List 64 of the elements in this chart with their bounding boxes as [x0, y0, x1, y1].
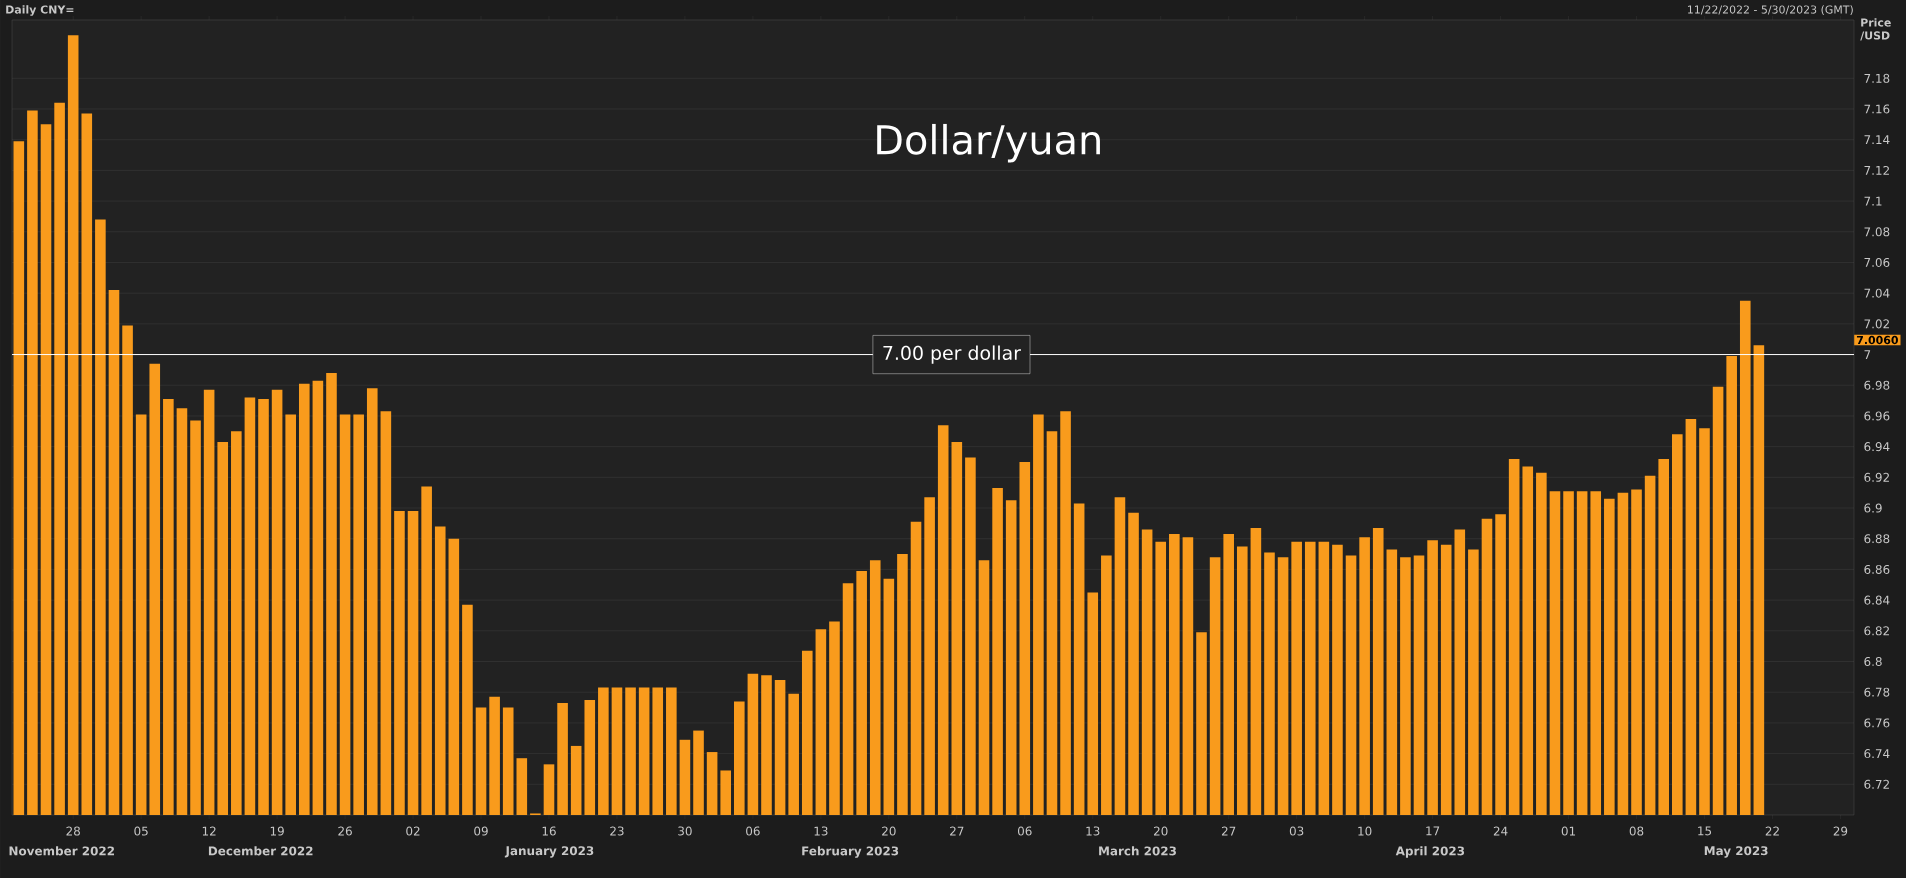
- text: March 2023: [1099, 846, 1176, 856]
- y-tick-label: 7.1: [1864, 196, 1882, 206]
- text: 11/22/2022 - 5/30/2023 (GMT): [1688, 5, 1853, 15]
- y-tick-label: 7.14: [1864, 135, 1890, 145]
- x-tick-label: 27: [950, 826, 964, 836]
- y-tick-label: 7.12: [1864, 165, 1889, 175]
- x-tick-label: 15: [1698, 826, 1712, 836]
- y-tick-label: 6.78: [1864, 687, 1890, 697]
- x-tick-label: 23: [610, 826, 624, 836]
- y-tick-label: 7.02: [1864, 319, 1889, 329]
- text: February 2023: [802, 846, 899, 858]
- text: November 2022: [9, 846, 114, 856]
- y-tick-label: 7: [1864, 350, 1871, 359]
- text: December 2022: [208, 846, 313, 856]
- x-tick-label: 20: [882, 826, 896, 836]
- y-tick-label: 7.06: [1864, 257, 1890, 267]
- x-tick-label: 16: [542, 826, 556, 836]
- text: January 2023: [504, 846, 594, 858]
- ref-line-label: 7.00 per dollar: [883, 345, 1021, 364]
- text: Daily CNY=: [6, 5, 74, 16]
- x-tick-label: 17: [1426, 826, 1440, 836]
- x-tick-label: 06: [1017, 826, 1032, 836]
- y-tick-label: 6.9: [1864, 503, 1882, 513]
- y-tick-label: 7.16: [1864, 104, 1890, 114]
- x-tick-label: 30: [678, 826, 692, 836]
- x-tick-label: 13: [814, 826, 828, 836]
- x-tick-label: 22: [1765, 826, 1779, 836]
- x-tick-label: 13: [1086, 826, 1100, 836]
- y-tick-label: 6.92: [1864, 472, 1889, 482]
- y-tick-label: 6.84: [1864, 595, 1890, 605]
- text: May 2023: [1704, 846, 1768, 858]
- x-tick-label: 29: [1833, 826, 1848, 836]
- x-tick-label: 06: [746, 826, 760, 836]
- y-tick-label: 7.04: [1864, 288, 1890, 298]
- y-tick-label: 6.98: [1864, 380, 1890, 390]
- y-tick-label: 6.94: [1864, 442, 1890, 452]
- y-tick-label: 6.72: [1864, 779, 1889, 789]
- text: 7.0060: [1856, 335, 1898, 345]
- y-tick-label: 7.08: [1864, 227, 1890, 237]
- x-tick-label: 24: [1493, 826, 1508, 836]
- y-tick-label: 6.74: [1864, 749, 1890, 759]
- y-tick-label: 6.8: [1864, 656, 1882, 667]
- y-tick-label: 6.86: [1864, 564, 1890, 574]
- x-tick-label: 01: [1561, 826, 1576, 836]
- x-tick-label: 28: [66, 826, 80, 836]
- x-tick-label: 02: [406, 826, 420, 836]
- x-tick-label: 27: [1221, 826, 1236, 836]
- text: Dollar/yuan: [877, 123, 1100, 163]
- x-tick-label: 03: [1289, 826, 1304, 836]
- x-tick-label: 26: [338, 826, 352, 836]
- text: April 2023: [1395, 846, 1465, 858]
- x-tick-label: 09: [474, 826, 488, 836]
- y-tick-label: 6.82: [1864, 626, 1889, 636]
- x-tick-label: 20: [1153, 826, 1168, 836]
- x-tick-label: 10: [1358, 826, 1372, 836]
- x-tick-label: 12: [202, 826, 216, 836]
- y-tick-label: 7.18: [1864, 73, 1890, 83]
- y-axis-title: Price /USD: [1860, 18, 1891, 41]
- x-tick-label: 08: [1629, 826, 1644, 836]
- x-tick-label: 19: [270, 826, 284, 836]
- x-tick-label: 05: [134, 826, 148, 836]
- y-tick-label: 6.88: [1864, 534, 1890, 544]
- y-tick-label: 6.96: [1864, 411, 1890, 421]
- y-tick-label: 6.76: [1864, 718, 1890, 728]
